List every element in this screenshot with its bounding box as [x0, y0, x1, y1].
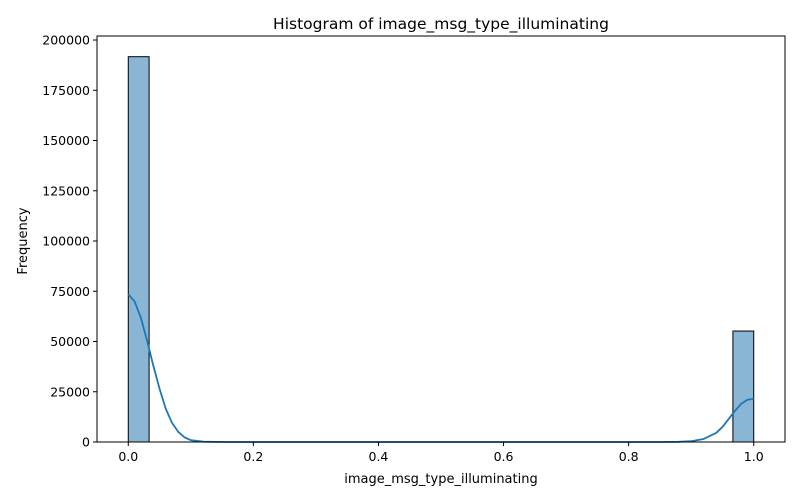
y-tick-label: 200000 [42, 33, 90, 48]
y-tick-label: 150000 [42, 133, 90, 148]
kde-line [127, 293, 754, 443]
x-tick-label: 0.0 [118, 449, 138, 464]
y-tick-label: 100000 [42, 234, 90, 249]
histogram-bar-0 [127, 56, 150, 443]
x-tick-label: 0.2 [243, 449, 263, 464]
x-axis-label: image_msg_type_illuminating [344, 472, 537, 487]
x-tick-label: 0.8 [619, 449, 639, 464]
x-tick-label: 0.4 [369, 449, 389, 464]
plot-frame [96, 35, 786, 443]
x-tick-label: 1.0 [744, 449, 764, 464]
x-tick-label: 0.6 [494, 449, 514, 464]
y-tick-label: 125000 [42, 183, 90, 198]
y-axis-label: Frequency [16, 207, 31, 274]
chart-title: Histogram of image_msg_type_illuminating [273, 15, 609, 34]
y-tick-label: 50000 [50, 334, 90, 349]
y-tick-label: 0 [82, 435, 90, 450]
histogram-bar-1 [732, 330, 755, 443]
y-tick-label: 75000 [50, 284, 90, 299]
plot-area: 0.0 0.2 0.4 0.6 0.8 1.0 0 25000 50000 75000 100000… [42, 33, 786, 464]
y-tick-label: 175000 [42, 83, 90, 98]
y-tick-label: 25000 [50, 384, 90, 399]
